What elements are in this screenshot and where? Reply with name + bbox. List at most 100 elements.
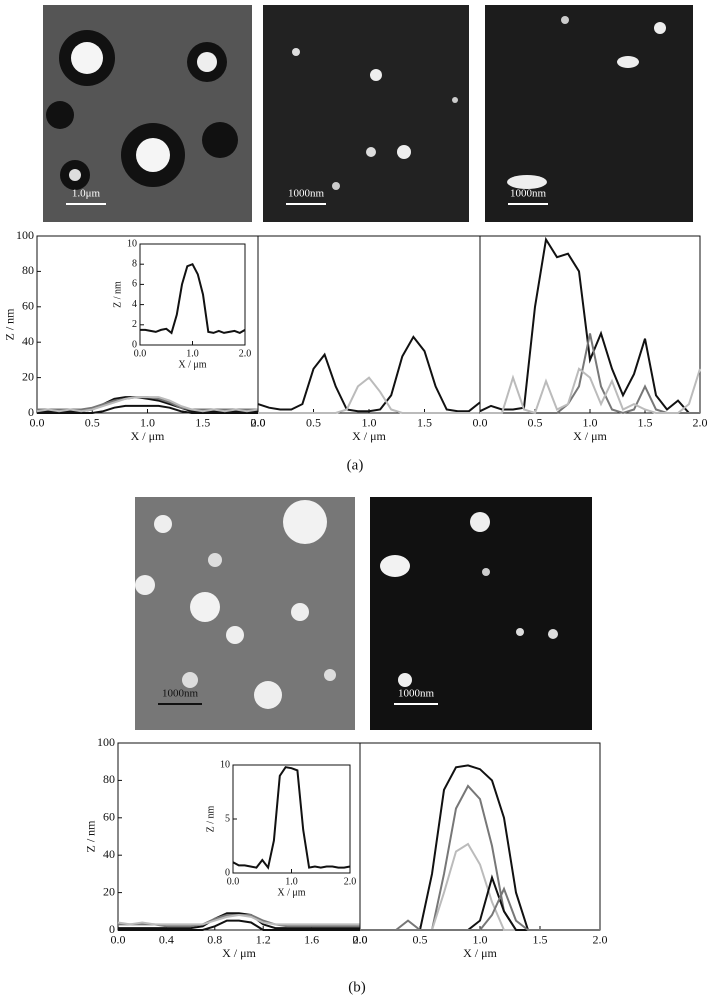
panel-label: (b)	[348, 979, 366, 995]
x-tick-label: 0.0	[30, 416, 45, 430]
afm-image: 1000nm	[263, 5, 469, 222]
x-tick-label: 0.0	[353, 933, 368, 947]
line-chart: 0.0 0.4 0.8 1.2 1.6 2.0 0 20 40 60 80 100 X / μm Z / …	[83, 735, 367, 960]
x-tick-label: 0.5	[413, 933, 428, 947]
y-tick-label: 6	[132, 279, 137, 290]
y-tick-label: 2	[132, 319, 137, 330]
profile-line	[258, 376, 480, 414]
line-chart: 0.0 0.5 1.0 1.5 2.0 X / μm	[473, 235, 708, 443]
y-tick-label: 100	[16, 228, 34, 242]
x-tick-label: 0.8	[207, 933, 222, 947]
x-axis-label: X / μm	[463, 946, 497, 960]
line-chart: 0.0 0.5 1.0 1.5 2.0 X / μm	[353, 742, 608, 960]
x-tick-label: 1.2	[256, 933, 271, 947]
panel-label: (a)	[347, 457, 364, 473]
scale-bar-label: 1000nm	[398, 688, 435, 700]
afm-image: 1000nm	[135, 497, 355, 730]
plot-frame	[257, 235, 481, 414]
x-tick-label: 0.5	[528, 416, 543, 430]
y-tick-label: 10	[127, 238, 137, 249]
x-tick-label: 2.0	[353, 933, 368, 947]
x-tick-label: 2.0	[693, 416, 708, 430]
afm-image: 1000nm	[370, 497, 592, 730]
y-axis-label: Z / nm	[83, 820, 97, 853]
y-tick-label: 10	[220, 759, 230, 770]
y-tick-label: 4	[132, 299, 137, 310]
line-chart: 0.0 1.0 2.0 0 2 4 6 8 10 X / μm Z / nm	[112, 238, 251, 370]
scale-bar-label: 1000nm	[288, 188, 325, 200]
profile-line	[360, 784, 600, 931]
x-tick-label: 1.0	[285, 876, 298, 887]
inset-background	[233, 765, 350, 873]
y-tick-label: 80	[22, 263, 34, 277]
profile-line	[360, 886, 600, 931]
profile-line	[257, 335, 481, 413]
x-tick-label: 0.5	[85, 416, 100, 430]
y-tick-label: 40	[22, 334, 34, 348]
plot-frame	[479, 235, 701, 414]
x-tick-label: 1.5	[638, 416, 653, 430]
x-tick-label: 2.0	[251, 416, 266, 430]
y-tick-label: 20	[103, 884, 115, 898]
profile-line	[118, 912, 360, 930]
afm-image: 1.0μm	[43, 5, 252, 222]
x-tick-label: 1.0	[362, 416, 377, 430]
x-axis-label: X / μm	[222, 946, 256, 960]
x-tick-label: 0.0	[111, 933, 126, 947]
y-tick-label: 60	[22, 299, 34, 313]
y-tick-label: 0	[28, 405, 34, 419]
scale-bar-label: 1000nm	[510, 188, 547, 200]
y-tick-label: 80	[103, 772, 115, 786]
y-axis-label: Z / nm	[205, 805, 216, 832]
inset-background	[140, 244, 245, 345]
profile-line	[37, 404, 258, 414]
y-tick-label: 20	[22, 369, 34, 383]
profile-line	[117, 913, 360, 926]
y-axis-label: Z / nm	[2, 308, 16, 341]
plot-frame	[359, 742, 601, 931]
profile-line	[480, 333, 700, 415]
x-tick-label: 1.0	[140, 416, 155, 430]
x-tick-label: 1.0	[473, 933, 488, 947]
x-tick-label: 1.0	[186, 348, 199, 359]
x-tick-label: 2.0	[344, 876, 357, 887]
x-tick-label: 0.0	[473, 416, 488, 430]
afm-image: 1000nm	[485, 5, 693, 222]
x-tick-label: 2.0	[593, 933, 608, 947]
y-tick-label: 0	[109, 922, 115, 936]
x-tick-label: 1.5	[533, 933, 548, 947]
y-tick-label: 8	[132, 258, 137, 269]
profile-line	[232, 766, 351, 870]
y-tick-label: 5	[225, 813, 230, 824]
x-tick-label: 0.0	[251, 416, 266, 430]
x-tick-label: 2.0	[239, 348, 252, 359]
x-axis-label: X / μm	[352, 429, 386, 443]
x-tick-label: 0.4	[159, 933, 174, 947]
line-chart: 0.0 0.5 1.0 1.5 X / μm	[251, 235, 481, 443]
profile-line	[479, 236, 700, 414]
x-tick-label: 1.5	[417, 416, 432, 430]
scale-bar-label: 1000nm	[162, 688, 199, 700]
y-tick-label: 0	[132, 339, 137, 350]
x-tick-label: 1.6	[304, 933, 319, 947]
line-chart: 0.0 1.0 2.0 0 5 10 X / μm Z / nm	[205, 759, 356, 898]
y-tick-label: 60	[103, 810, 115, 824]
y-tick-label: 100	[97, 735, 115, 749]
x-tick-label: 1.0	[583, 416, 598, 430]
x-tick-label: 1.5	[195, 416, 210, 430]
profile-line	[140, 262, 246, 335]
profile-line	[36, 396, 259, 413]
profile-line	[480, 367, 701, 415]
x-axis-label: X / μm	[573, 429, 607, 443]
x-tick-label: 0.5	[306, 416, 321, 430]
x-axis-label: X / μm	[131, 429, 165, 443]
x-axis-label: X / μm	[178, 359, 206, 370]
x-tick-label: 0.0	[227, 876, 240, 887]
profile-line	[118, 919, 360, 931]
y-tick-label: 40	[103, 847, 115, 861]
x-tick-label: 0.0	[134, 348, 147, 359]
x-axis-label: X / μm	[277, 887, 305, 898]
y-axis-label: Z / nm	[112, 281, 123, 308]
profile-line	[360, 874, 600, 931]
